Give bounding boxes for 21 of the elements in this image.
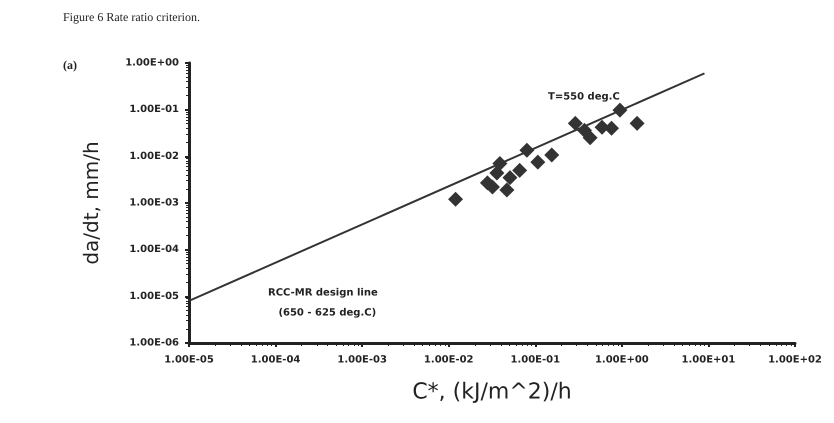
annotation: RCC-MR design line (650 - 625 deg.C) [268,288,378,318]
x-tick-label: 1.00E-04 [250,354,300,366]
x-tick-label: 1.00E+02 [768,354,822,366]
x-tick-label: 1.00E+01 [682,354,736,366]
chart-title: Figure 6 Rate ratio criterion. [63,10,200,24]
y-tick-label: 1.00E-01 [129,104,180,116]
annotation: T=550 deg.C [548,92,620,102]
text: (a) [63,58,77,72]
y-tick-label: 1.00E-02 [129,150,180,162]
x-tick-label: 1.00E-03 [337,354,387,366]
y-tick-label: 1.00E-05 [129,290,180,302]
y-tick-label: 1.00E-04 [129,244,180,256]
x-tick-label: 1.00E-05 [164,354,214,366]
x-tick-label: 1.00E+00 [594,354,649,366]
x-axis-title: C*, (kJ/m^2)/h [412,380,572,404]
y-tick-label: 1.00E-06 [129,338,180,348]
y-axis-title: da/dt, mm/h [79,141,103,265]
x-tick-label: 1.00E-02 [424,354,474,366]
y-tick-label: 1.00E+00 [125,58,180,68]
y-tick-label: 1.00E-03 [129,198,180,208]
x-tick-label: 1.00E-01 [510,354,560,366]
